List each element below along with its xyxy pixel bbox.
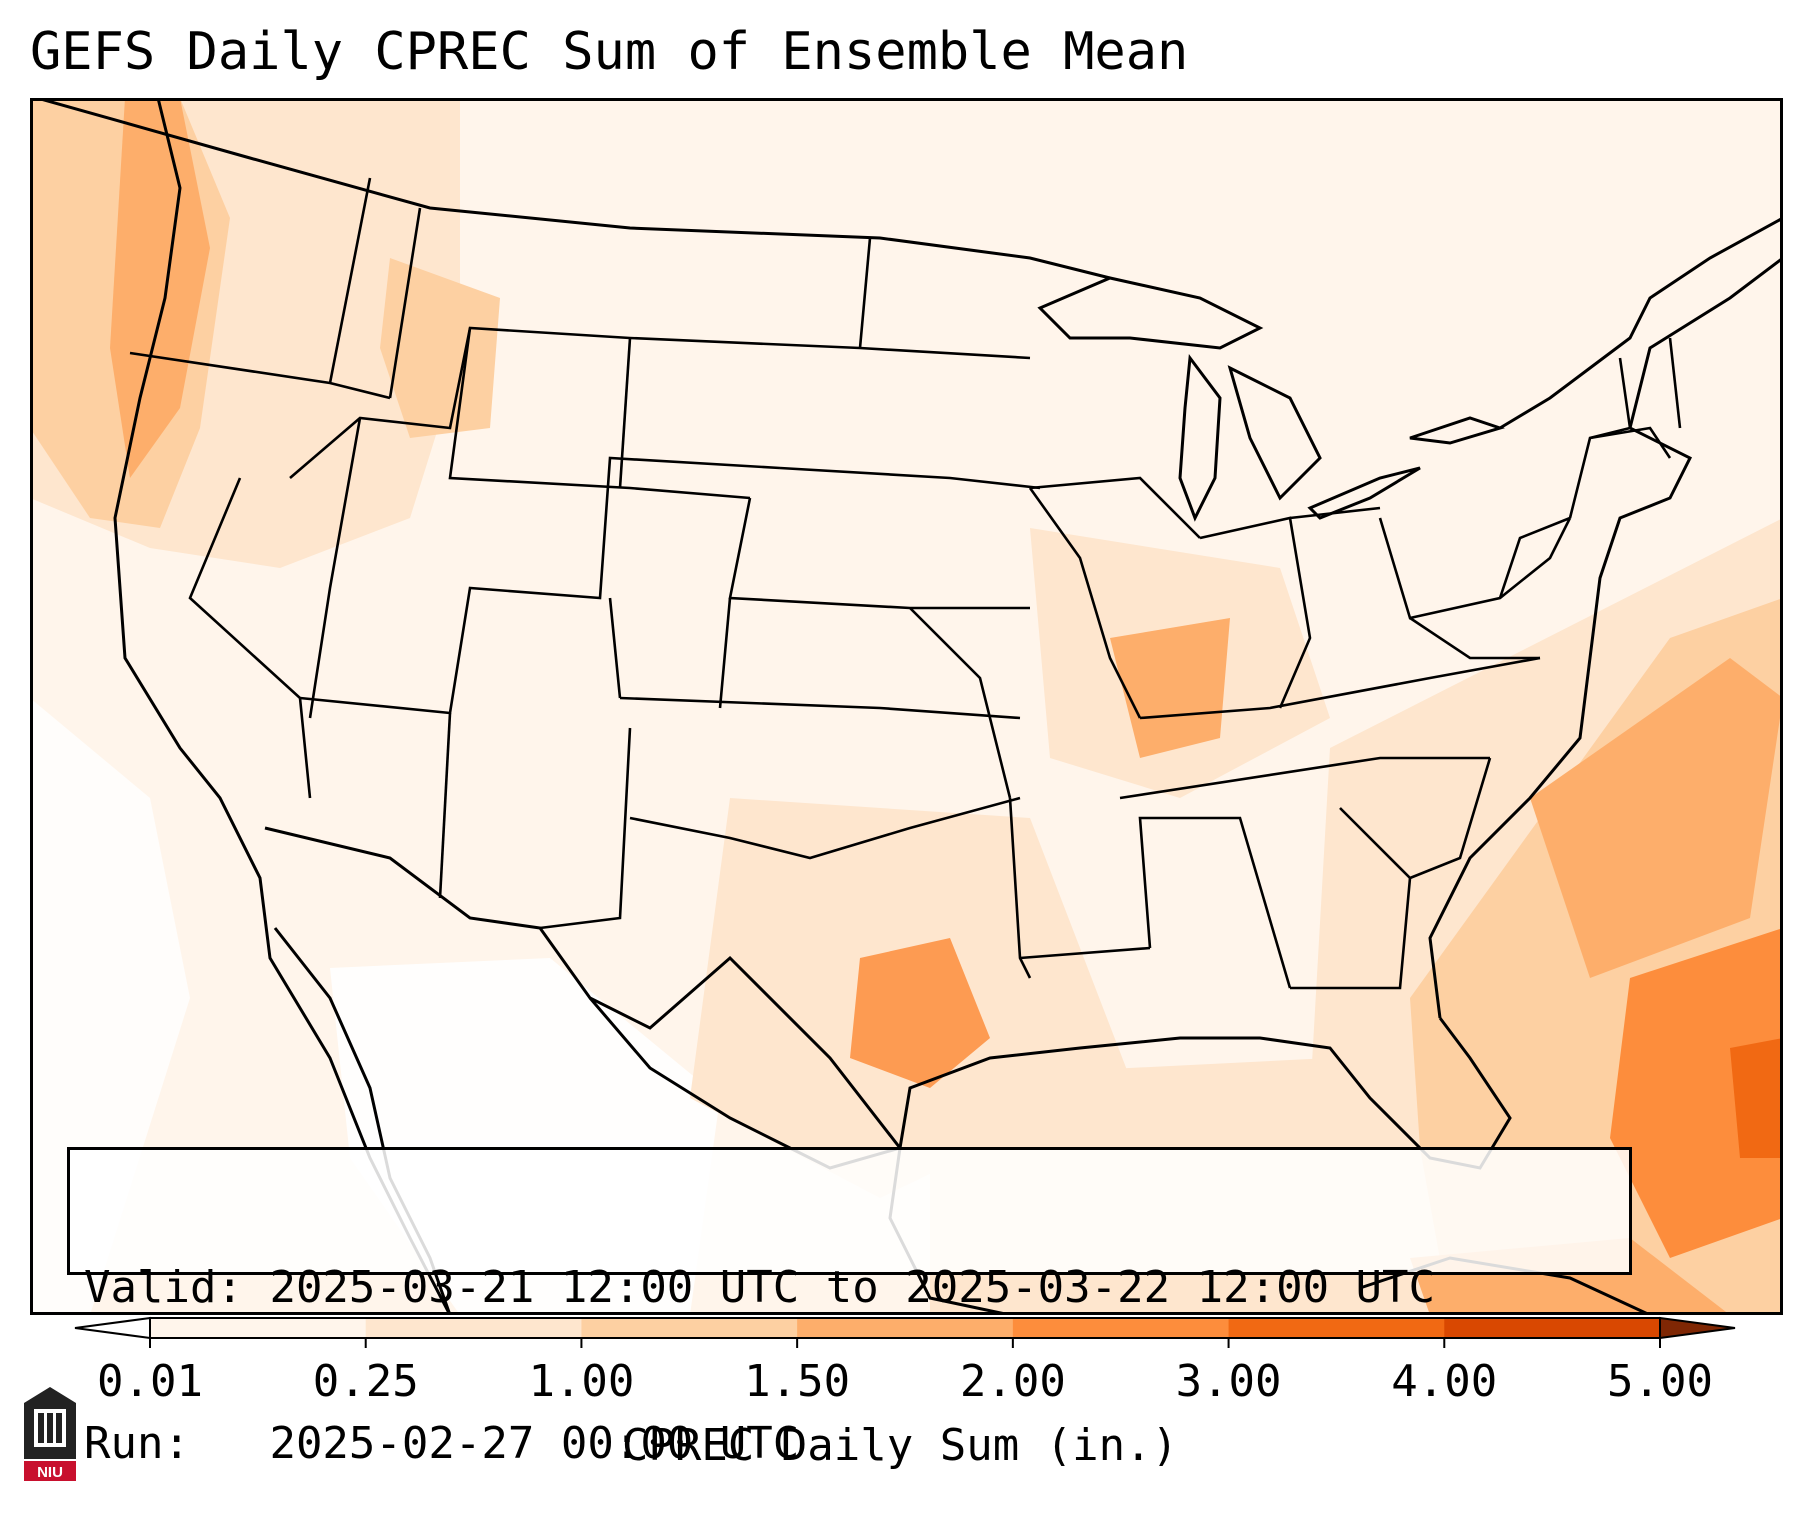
colorbar-tick-label: 4.00 [1391,1356,1497,1407]
colorbar-tick-label: 3.00 [1176,1356,1282,1407]
precip-map [30,98,1783,1315]
heavy-precip-texas [850,938,990,1088]
valid-run-info-box: Valid: 2025-03-21 12:00 UTC to 2025-03-2… [67,1147,1632,1469]
colorbar-label: CPREC Daily Sum (in.) [622,1420,1178,1471]
state-borders [129,177,1682,990]
canada-border-east [1499,216,1783,430]
colorbar-swatch [1228,1318,1445,1338]
run-label: Run: [84,1418,243,1469]
colorbar-swatch [365,1318,582,1338]
moderate-precip-idaho [380,258,500,438]
run-value: 2025-02-27 00:00 UTC [269,1418,800,1469]
colorbar-over-triangle [1659,1316,1736,1340]
colorbar-swatches [74,1316,1736,1340]
map-title: GEFS Daily CPREC Sum of Ensemble Mean [30,22,1189,82]
colorbar-under-triangle [74,1316,151,1340]
niu-logo-text: NIU [37,1464,63,1481]
colorbar-tick-label: 0.25 [313,1356,419,1407]
lake-superior [1037,276,1264,350]
run-line: Run: 2025-02-27 00:00 UTC [84,1418,1615,1470]
atlantic-coastline [1428,256,1783,1019]
heavy-precip-atlantic-core [1730,1038,1783,1158]
colorbar-frame [149,1317,1661,1339]
colorbar-ticks: 0.01 0.25 1.00 1.50 2.00 3.00 4.00 5.00 [97,1338,1713,1407]
map-frame [30,98,1783,1315]
lake-michigan [1178,354,1222,522]
colorbar: 0.01 0.25 1.00 1.50 2.00 3.00 4.00 5.00 CPREC D… [74,1316,1736,1471]
valid-line: Valid: 2025-03-21 12:00 UTC to 2025-03-2… [84,1262,1615,1314]
lake-huron [1227,365,1322,501]
colorbar-tick-label: 2.00 [960,1356,1066,1407]
valid-value: 2025-03-21 12:00 UTC to 2025-03-22 12:00… [269,1262,1436,1313]
canada-border [31,98,1111,280]
lake-erie [1307,466,1421,520]
colorbar-swatch [1444,1318,1661,1338]
colorbar-swatch [150,1318,367,1338]
colorbar-swatch [581,1318,798,1338]
colorbar-tick-label: 1.00 [528,1356,634,1407]
niu-logo-icon: NIU [24,1387,76,1481]
heavy-precip-ohio-valley [1110,618,1230,758]
colorbar-swatch [1012,1318,1230,1338]
heavy-precip-atlantic-1 [1530,658,1783,978]
mexico-border [264,826,902,1149]
colorbar-tick-label: 1.50 [744,1356,850,1407]
heavy-precip-atlantic-2 [1610,928,1783,1258]
valid-label: Valid: [84,1262,243,1313]
colorbar-tick-label: 5.00 [1607,1356,1713,1407]
colorbar-swatch [797,1318,1014,1338]
heavy-precip-oregon-coast [110,98,210,478]
colorbar-tick-label: 0.01 [97,1356,203,1407]
pacific-coastline [113,98,452,1315]
